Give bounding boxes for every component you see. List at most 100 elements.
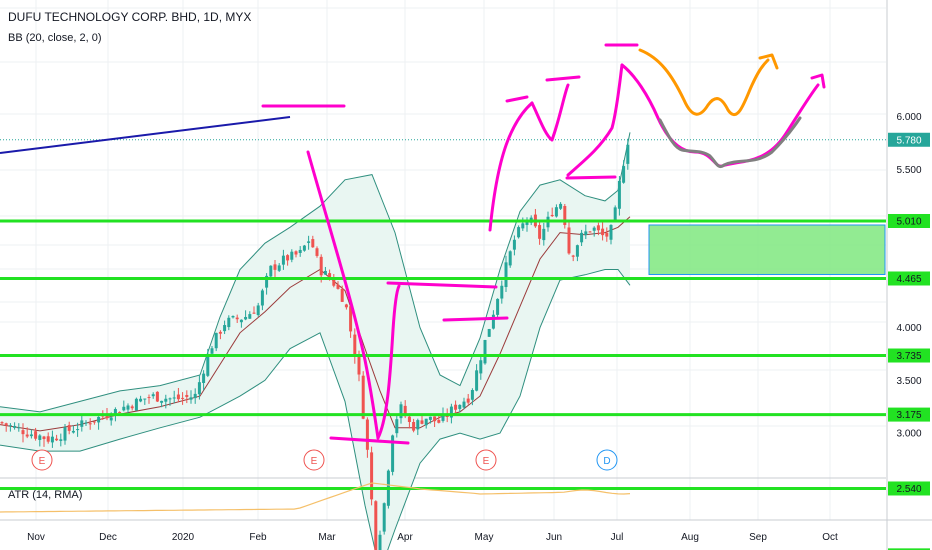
candle-body-141 bbox=[592, 227, 596, 231]
candle-body-66 bbox=[277, 265, 281, 271]
candles bbox=[0, 138, 630, 550]
x-tick-aug: Aug bbox=[681, 532, 699, 543]
candle-body-97 bbox=[407, 416, 411, 422]
candle-body-123 bbox=[517, 227, 521, 238]
candle-body-7 bbox=[29, 434, 33, 437]
candle-body-131 bbox=[550, 214, 554, 217]
candle-body-23 bbox=[97, 416, 101, 423]
candle-body-117 bbox=[491, 314, 495, 329]
support-tag-bg-2 bbox=[888, 348, 930, 363]
atr-indicator-label[interactable]: ATR (14, RMA) bbox=[8, 489, 82, 501]
candle-body-5 bbox=[21, 430, 25, 435]
x-tick-jul: Jul bbox=[611, 532, 624, 543]
candle-body-29 bbox=[122, 406, 126, 411]
candle-body-51 bbox=[214, 332, 218, 349]
candle-body-111 bbox=[466, 398, 470, 403]
candle-body-4 bbox=[17, 427, 21, 429]
x-tick-oct: Oct bbox=[822, 532, 838, 543]
candle-body-110 bbox=[462, 401, 466, 408]
support-tag-label-0: 5.010 bbox=[896, 216, 921, 227]
range-bottom-apr bbox=[442, 316, 509, 322]
candle-body-139 bbox=[584, 231, 588, 236]
candle-body-67 bbox=[281, 255, 285, 265]
candle-body-149 bbox=[626, 144, 630, 164]
candle-body-52 bbox=[218, 331, 222, 334]
candle-body-22 bbox=[92, 421, 96, 423]
x-tick-feb: Feb bbox=[249, 532, 267, 543]
candle-body-96 bbox=[403, 405, 407, 417]
trendline bbox=[0, 116, 291, 154]
candle-body-146 bbox=[613, 207, 617, 222]
support-tag-label-3: 3.175 bbox=[896, 410, 921, 421]
candle-body-118 bbox=[496, 298, 500, 315]
event-marker-3 bbox=[596, 449, 618, 471]
x-tick-2020: 2020 bbox=[172, 532, 195, 543]
candle-body-98 bbox=[412, 422, 416, 431]
y-tick-1: 5.500 bbox=[896, 165, 921, 176]
time-axis[interactable]: Nov Dec 2020 Feb Mar Apr May Jun Jul Aug Sep Oct bbox=[27, 532, 838, 543]
candle-body-58 bbox=[244, 316, 248, 320]
candle-body-93 bbox=[391, 435, 395, 472]
candle-body-26 bbox=[109, 417, 113, 421]
candle-body-132 bbox=[554, 207, 558, 217]
event-marker-0 bbox=[31, 449, 53, 471]
projected-arrow-magenta bbox=[810, 73, 826, 89]
candle-body-143 bbox=[601, 228, 605, 236]
candle-body-28 bbox=[118, 411, 122, 413]
candle-body-65 bbox=[273, 264, 277, 270]
candle-body-112 bbox=[470, 390, 474, 400]
candle-body-1 bbox=[4, 423, 8, 426]
candle-body-85 bbox=[357, 354, 361, 375]
candle-body-134 bbox=[563, 206, 567, 225]
candle-body-147 bbox=[617, 180, 621, 209]
candle-body-32 bbox=[134, 398, 138, 411]
candle-body-47 bbox=[197, 382, 201, 395]
candle-body-62 bbox=[260, 290, 264, 306]
candle-body-115 bbox=[483, 339, 487, 364]
candle-body-55 bbox=[231, 316, 235, 318]
candle-body-124 bbox=[521, 223, 525, 229]
candle-body-128 bbox=[538, 225, 542, 239]
bb-middle bbox=[0, 216, 631, 432]
candle-body-79 bbox=[332, 278, 336, 286]
candle-body-61 bbox=[256, 305, 260, 316]
candle-body-109 bbox=[458, 404, 462, 409]
candle-body-105 bbox=[441, 414, 445, 421]
candle-body-140 bbox=[588, 231, 592, 233]
candle-body-21 bbox=[88, 423, 92, 425]
candle-body-50 bbox=[210, 348, 214, 354]
candle-body-9 bbox=[38, 435, 42, 440]
candle-body-94 bbox=[395, 419, 399, 434]
candle-body-102 bbox=[428, 416, 432, 420]
candle-body-10 bbox=[42, 436, 46, 440]
bb-indicator-label[interactable]: BB (20, close, 2, 0) bbox=[8, 32, 102, 44]
candle-body-44 bbox=[185, 395, 189, 397]
candle-body-86 bbox=[361, 375, 365, 419]
candle-body-83 bbox=[349, 306, 353, 332]
candle-body-60 bbox=[252, 312, 256, 314]
support-tag-bg-0 bbox=[888, 213, 930, 228]
candle-body-144 bbox=[605, 232, 609, 237]
y-tick-6: 3.000 bbox=[896, 429, 921, 440]
peak-mark-may-2 bbox=[545, 75, 581, 82]
candle-body-145 bbox=[609, 224, 613, 240]
candle-body-39 bbox=[164, 398, 168, 402]
candle-body-15 bbox=[63, 427, 67, 441]
candle-body-119 bbox=[500, 285, 504, 299]
current-price-tag-label: 5.780 bbox=[896, 135, 921, 146]
double-top-stroke bbox=[530, 83, 570, 142]
candle-body-48 bbox=[202, 373, 206, 384]
candle-body-136 bbox=[571, 255, 575, 257]
price-axis[interactable]: 6.000 5.500 4.000 3.500 3.000 bbox=[896, 112, 921, 440]
candle-body-41 bbox=[172, 397, 176, 399]
candle-body-57 bbox=[239, 319, 243, 323]
target-zone bbox=[648, 224, 886, 275]
candle-body-36 bbox=[151, 394, 155, 397]
candle-body-138 bbox=[580, 232, 584, 243]
bollinger-bands bbox=[0, 132, 631, 550]
candle-body-68 bbox=[286, 255, 290, 261]
candle-body-17 bbox=[71, 430, 75, 433]
